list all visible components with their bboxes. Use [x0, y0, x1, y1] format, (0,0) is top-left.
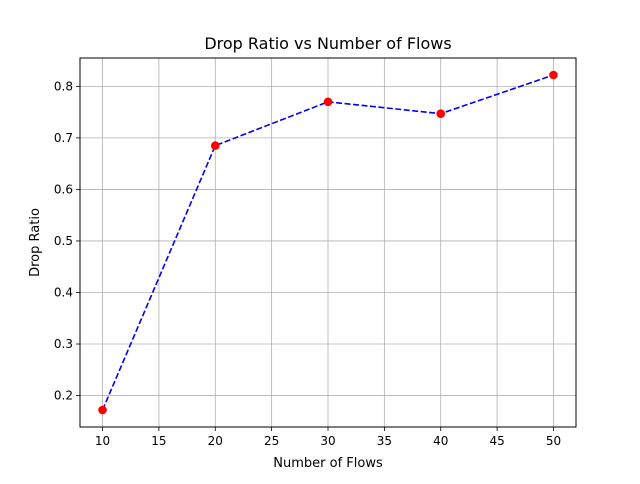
x-tick-label: 20 — [208, 434, 223, 448]
y-tick-label: 0.2 — [54, 389, 73, 403]
x-tick-label: 25 — [264, 434, 279, 448]
x-tick-label: 15 — [151, 434, 166, 448]
x-tick-label: 10 — [95, 434, 110, 448]
data-point — [436, 109, 446, 118]
data-point — [210, 141, 220, 150]
series-layer — [98, 70, 558, 415]
data-point — [323, 97, 333, 107]
y-axis-label: Drop Ratio — [28, 208, 43, 277]
y-tick-label: 0.5 — [54, 234, 73, 248]
grid-layer — [80, 58, 576, 427]
y-tick-label: 0.4 — [54, 285, 73, 299]
x-tick-label: 35 — [377, 434, 392, 448]
y-tick-label: 0.7 — [54, 131, 73, 145]
x-tick-label: 40 — [433, 434, 448, 448]
chart-title: Drop Ratio vs Number of Flows — [204, 34, 451, 53]
ticks-layer: 10 15 20 25 30 35 40 45 50 0.2 0.3 0.4 0.5 0.6 0.7 0.8 — [54, 79, 561, 448]
y-tick-label: 0.8 — [54, 79, 73, 93]
y-tick-label: 0.6 — [54, 182, 73, 196]
data-point — [549, 70, 558, 80]
x-tick-label: 45 — [489, 434, 504, 448]
x-axis-label: Number of Flows — [273, 456, 383, 471]
x-tick-label: 30 — [320, 434, 335, 448]
data-point — [98, 405, 107, 415]
x-tick-label: 50 — [546, 434, 561, 448]
y-tick-label: 0.3 — [54, 337, 73, 351]
